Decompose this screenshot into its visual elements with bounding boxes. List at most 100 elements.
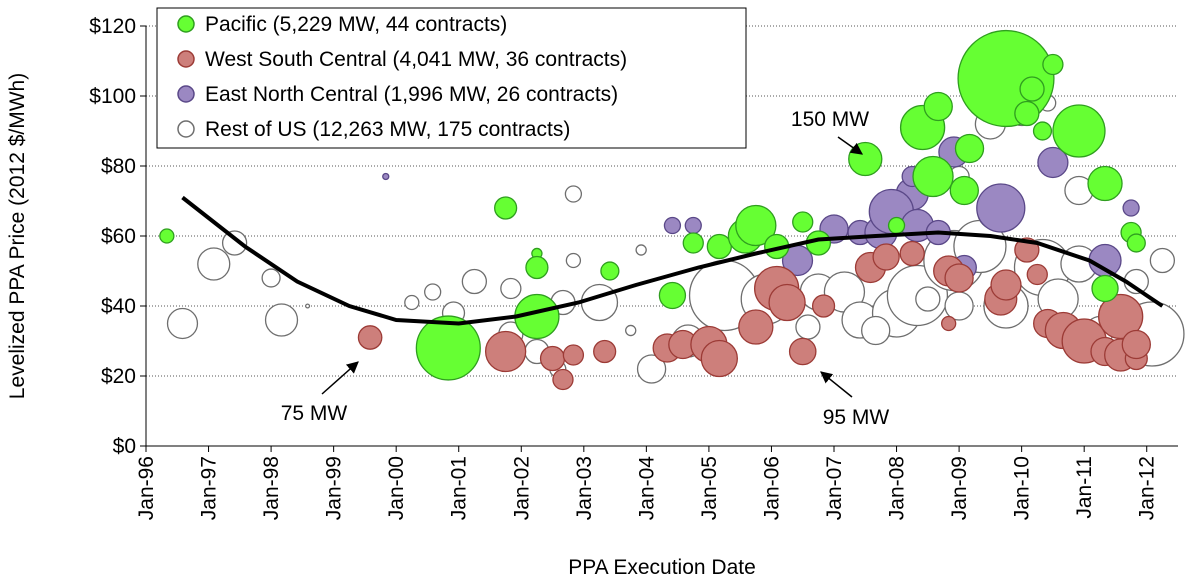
x-tick-label: Jan-02 [510, 456, 533, 520]
bubble [1126, 233, 1146, 253]
bubble [625, 324, 637, 337]
bubble [1121, 329, 1151, 360]
bubble [1122, 199, 1140, 217]
legend-swatch [177, 15, 195, 33]
bubble [580, 283, 619, 322]
trend-line [181, 195, 1164, 326]
bubble [899, 240, 925, 267]
x-tick-label: Jan-00 [385, 456, 408, 520]
bubbles [159, 29, 1185, 391]
legend-label: East North Central (1,996 MW, 26 contrac… [205, 83, 618, 106]
bubble [861, 315, 891, 346]
bubble [424, 283, 442, 301]
x-tick-label: Jan-04 [635, 456, 658, 521]
bubble [682, 232, 704, 254]
bubble [684, 216, 702, 235]
bubble [382, 172, 390, 181]
legend: Pacific (5,229 MW, 44 contracts) West Sou… [156, 7, 747, 149]
bubble [1149, 247, 1176, 274]
x-tick-label: Jan-08 [886, 456, 909, 520]
bubble [221, 230, 248, 256]
bubble [735, 204, 777, 247]
bubble [1037, 146, 1069, 179]
annotation: 95 MW [823, 406, 890, 429]
y-tick-label: $60 [101, 225, 136, 248]
bubble [600, 261, 620, 281]
annotation: 75 MW [281, 402, 348, 425]
x-tick-label: Jan-97 [198, 456, 221, 520]
bubble [494, 196, 518, 220]
x-axis-title: PPA Execution Date [568, 556, 756, 579]
bubble [1014, 100, 1040, 127]
bubble [915, 286, 941, 312]
bubble [795, 314, 821, 340]
bubble [593, 339, 617, 364]
bubble [663, 216, 682, 235]
bubble [887, 216, 906, 235]
bubble [264, 303, 299, 337]
x-tick-label: Jan-99 [323, 456, 346, 520]
axes: $0 $20 $40 $60 $80 $100 $120 Jan-96 Jan-97 Jan-98… [89, 15, 1178, 520]
bubble [872, 243, 900, 271]
y-tick-label: $100 [89, 85, 136, 108]
legend-box [156, 7, 747, 149]
bubble [197, 247, 231, 281]
bubble [944, 263, 974, 293]
bubble [636, 354, 667, 384]
y-tick-label: $20 [101, 365, 136, 388]
x-tick-label: Jan-10 [1011, 456, 1034, 520]
bubble [1032, 121, 1053, 141]
bubble [811, 294, 836, 318]
bubble [700, 339, 738, 378]
bubble [788, 337, 817, 366]
bubble [1019, 76, 1045, 102]
y-tick-label: $0 [113, 435, 136, 458]
y-tick-label: $40 [101, 295, 136, 318]
bubble [1091, 274, 1119, 303]
legend-label: Rest of US (12,263 MW, 175 contracts) [205, 118, 570, 141]
bubble [912, 155, 954, 198]
bubble [525, 255, 549, 280]
legend-swatch [177, 120, 195, 138]
x-tick-label: Jan-07 [823, 456, 846, 520]
x-tick-label: Jan-09 [948, 456, 971, 520]
bubble [706, 233, 732, 260]
bubble [159, 228, 175, 244]
bubble [990, 269, 1022, 301]
annotation-arrow [820, 371, 853, 398]
bubble [539, 345, 566, 372]
bubble [635, 244, 647, 256]
x-tick-label: Jan-01 [448, 456, 471, 520]
bubble [552, 368, 574, 391]
bubble [792, 211, 814, 233]
legend-label: Pacific (5,229 MW, 44 contracts) [205, 13, 507, 36]
legend-label: West South Central (4,041 MW, 36 contrac… [205, 48, 627, 71]
x-tick-label: Jan-05 [698, 456, 721, 520]
x-tick-label: Jan-06 [760, 456, 783, 520]
bubble [941, 315, 957, 332]
bubble [461, 268, 488, 295]
bubble [500, 277, 522, 300]
bubble [658, 281, 687, 310]
x-tick-label: Jan-96 [135, 456, 158, 520]
x-tick-label: Jan-98 [260, 456, 283, 520]
bubble [562, 344, 585, 366]
y-axis-title: Levelized PPA Price (2012 $/MWh) [6, 73, 29, 399]
legend-swatch [177, 85, 195, 103]
bubble [768, 283, 806, 322]
bubble [949, 175, 979, 206]
bubble [1026, 263, 1048, 286]
annotation: 150 MW [791, 108, 869, 131]
bubble [954, 133, 985, 164]
bubble [957, 29, 1055, 128]
bubble [976, 183, 1026, 233]
bubble [404, 294, 420, 311]
bubble [923, 91, 953, 122]
bubble [166, 307, 199, 340]
bubble [261, 268, 281, 288]
y-tick-label: $120 [89, 15, 136, 38]
bubble [565, 252, 582, 269]
bubble [415, 315, 481, 381]
x-tick-label: Jan-03 [573, 456, 596, 520]
